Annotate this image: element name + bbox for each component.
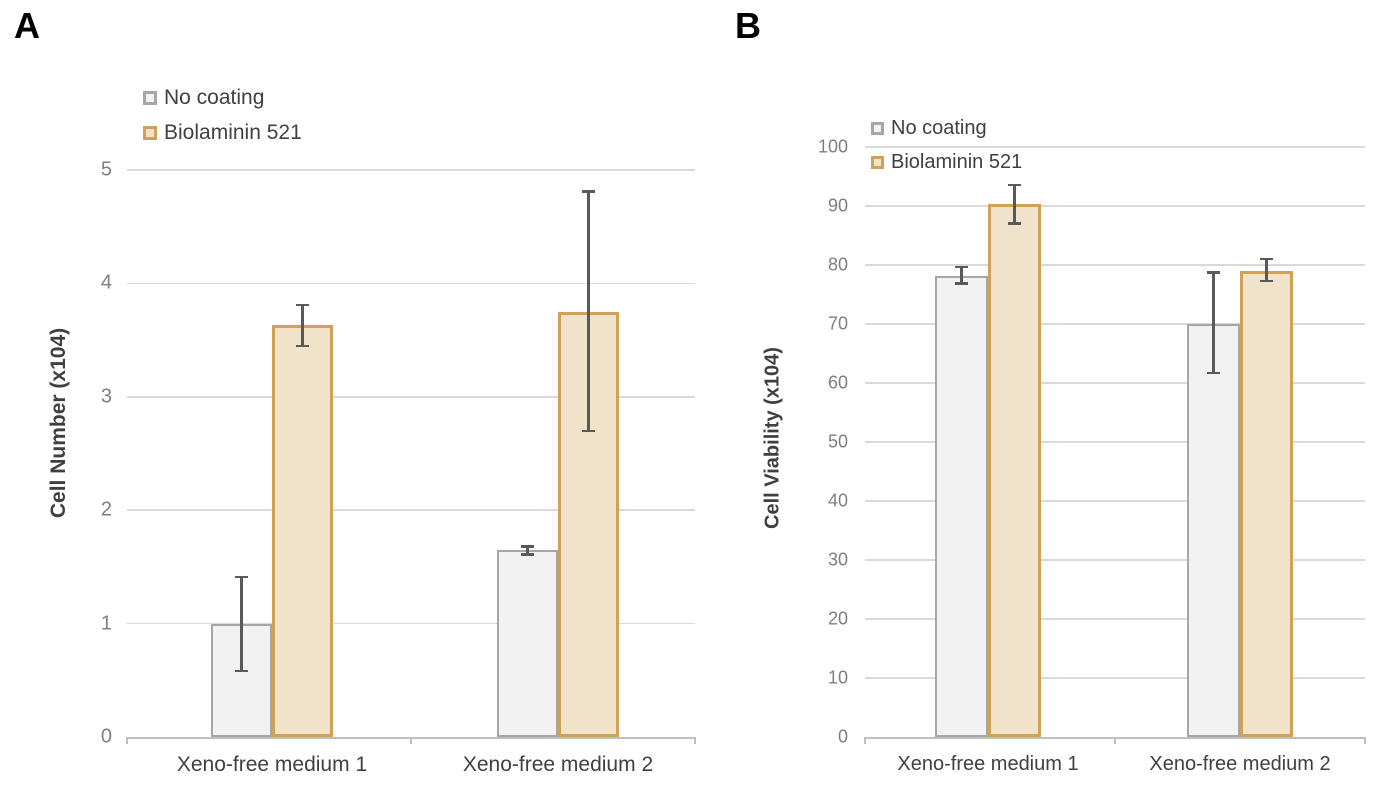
y-tick-label: 0	[837, 726, 848, 747]
panel-b-letter: B	[735, 5, 761, 46]
error-bar-cap-no-coating-1-high	[955, 265, 968, 269]
x-axis-tick-2	[1364, 737, 1366, 744]
legend-swatch-no-coating	[871, 121, 884, 135]
error-bar-cap-no-coating-1-low	[955, 282, 968, 285]
bar-biolaminin-521-xeno-free-medium-1	[272, 325, 333, 737]
gridline	[865, 559, 1365, 561]
error-bar-cap-no-coating-2-high	[521, 545, 534, 548]
legend-swatch-biolaminin-521	[871, 155, 884, 169]
legend-label-no-coating: No coating	[891, 117, 987, 139]
y-tick-label: 3	[100, 385, 112, 408]
error-bar-line-biolaminin-521-1	[301, 304, 304, 346]
y-tick-label: 60	[827, 372, 848, 393]
error-bar-line-no-coating-2	[526, 546, 529, 555]
y-tick-label: 20	[827, 608, 848, 629]
error-bar-cap-biolaminin-521-1-low	[1008, 222, 1021, 225]
y-tick-label: 30	[827, 549, 848, 570]
gridline	[865, 618, 1365, 620]
error-bar-cap-biolaminin-521-1-high	[1008, 183, 1021, 186]
gridline	[127, 509, 695, 511]
error-bar-cap-biolaminin-521-2-low	[582, 429, 595, 433]
error-bar-cap-no-coating-1-high	[235, 575, 248, 579]
legend-item-biolaminin-521: Biolaminin 521	[871, 152, 1022, 172]
error-bar-line-biolaminin-521-2	[1265, 259, 1268, 281]
error-bar-cap-no-coating-2-low	[1207, 371, 1220, 375]
error-bar-cap-biolaminin-521-2-low	[1260, 279, 1273, 283]
legend-item-biolaminin-521: Biolaminin 521	[143, 122, 302, 143]
y-tick-label: 10	[827, 667, 848, 688]
error-bar-line-biolaminin-521-2	[587, 191, 590, 431]
category-label-xeno-free-medium-1: Xeno-free medium 1	[897, 753, 1079, 775]
bar-biolaminin-521-xeno-free-medium-2	[1240, 270, 1293, 737]
category-label-xeno-free-medium-1: Xeno-free medium 1	[176, 753, 368, 776]
y-tick-label: 1	[100, 612, 112, 635]
y-tick-label: 70	[827, 313, 848, 334]
legend-swatch-biolaminin-521	[143, 125, 157, 140]
y-tick-label: 40	[827, 490, 848, 511]
y-tick-label: 5	[100, 158, 112, 181]
error-bar-line-no-coating-2	[1212, 272, 1215, 373]
error-bar-cap-biolaminin-521-2-high	[1260, 257, 1273, 261]
y-tick-label: 50	[827, 431, 848, 452]
legend-item-no-coating: No coating	[143, 87, 264, 108]
x-axis-tick-1	[1114, 737, 1116, 744]
x-axis-tick-2	[694, 737, 696, 744]
gridline	[127, 169, 695, 171]
error-bar-line-biolaminin-521-1	[1013, 184, 1016, 224]
gridline	[865, 205, 1365, 207]
y-tick-label: 80	[827, 254, 848, 275]
y-tick-label: 0	[100, 725, 112, 748]
bar-no-coating-xeno-free-medium-2	[1187, 324, 1240, 737]
x-axis-tick-0	[126, 737, 128, 744]
y-tick-label: 2	[100, 498, 112, 521]
gridline	[865, 264, 1365, 266]
category-label-xeno-free-medium-2: Xeno-free medium 2	[1149, 753, 1331, 775]
legend-label-biolaminin-521: Biolaminin 521	[891, 151, 1023, 173]
error-bar-cap-biolaminin-521-1-low	[296, 344, 309, 348]
gridline	[865, 323, 1365, 325]
legend-label-no-coating: No coating	[164, 86, 265, 109]
gridline	[865, 677, 1365, 679]
y-tick-label: 100	[817, 136, 848, 157]
gridline	[127, 622, 695, 625]
bar-no-coating-xeno-free-medium-2	[497, 549, 558, 737]
error-bar-cap-no-coating-2-high	[1207, 271, 1220, 274]
x-axis-tick-1	[410, 737, 412, 744]
y-tick-label: 90	[827, 195, 848, 216]
gridline	[865, 441, 1365, 443]
gridline	[127, 396, 695, 398]
y-axis-title-a: Cell Number (x104)	[47, 327, 70, 519]
y-axis-title-b: Cell Viability (x104)	[761, 347, 784, 529]
bar-biolaminin-521-xeno-free-medium-1	[988, 203, 1041, 737]
error-bar-cap-no-coating-1-low	[235, 669, 248, 673]
gridline	[865, 146, 1365, 148]
category-label-xeno-free-medium-2: Xeno-free medium 2	[462, 753, 654, 776]
x-axis-tick-0	[864, 737, 866, 744]
error-bar-cap-no-coating-2-low	[521, 553, 534, 556]
legend-swatch-no-coating	[143, 90, 157, 105]
error-bar-line-no-coating-1	[960, 266, 963, 284]
gridline	[865, 500, 1365, 502]
error-bar-cap-biolaminin-521-1-high	[296, 303, 309, 307]
gridline	[865, 382, 1365, 384]
error-bar-cap-biolaminin-521-2-high	[582, 190, 595, 193]
panel-a-letter: A	[14, 5, 40, 46]
bar-no-coating-xeno-free-medium-1	[935, 275, 988, 737]
y-tick-label: 4	[100, 271, 112, 294]
gridline	[127, 282, 695, 285]
error-bar-line-no-coating-1	[240, 577, 243, 672]
legend-label-biolaminin-521: Biolaminin 521	[164, 121, 302, 144]
legend-item-no-coating: No coating	[871, 118, 987, 138]
